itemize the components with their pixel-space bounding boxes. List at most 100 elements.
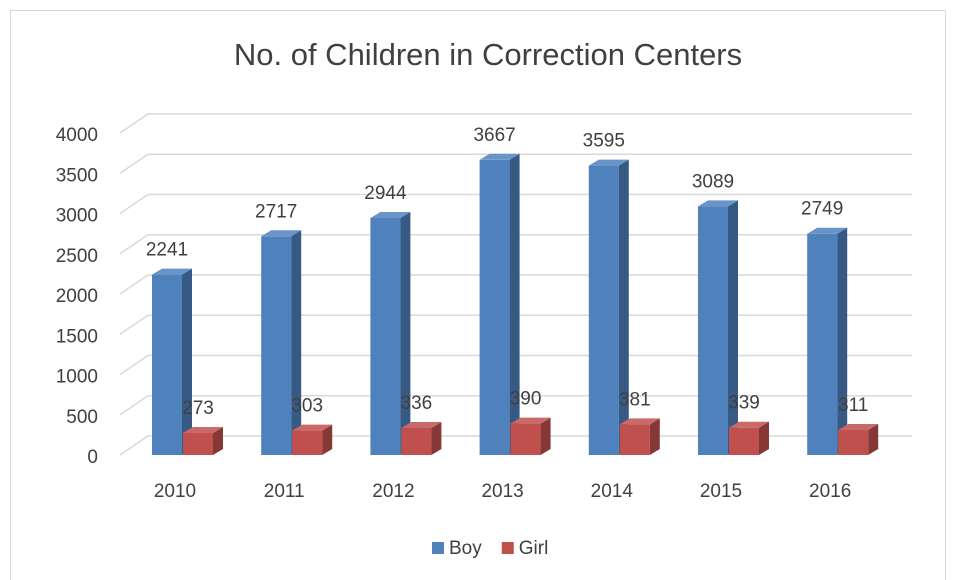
data-label: 2944 — [364, 183, 407, 204]
bar-front — [807, 233, 838, 455]
legend-label: Boy — [449, 538, 482, 559]
bar — [292, 424, 333, 455]
legend-swatch — [501, 542, 514, 554]
bar — [370, 212, 411, 455]
legend-label: Girl — [519, 538, 549, 559]
bar-top — [807, 227, 848, 234]
bar-side — [213, 427, 223, 455]
bar-side — [322, 424, 333, 455]
bar-top — [510, 417, 551, 424]
data-label: 303 — [291, 396, 323, 417]
grid-line — [119, 193, 912, 215]
bar-side — [649, 418, 660, 455]
data-label: 336 — [401, 393, 433, 414]
bar — [619, 418, 660, 455]
grid-line — [119, 395, 912, 416]
bar-front — [152, 274, 182, 455]
bar-top — [152, 268, 192, 275]
data-label: 2241 — [146, 240, 188, 261]
bar-side — [728, 200, 738, 455]
bar-top — [619, 418, 660, 425]
grid-line — [119, 113, 912, 134]
data-label: 339 — [728, 393, 760, 414]
x-tick-label: 2012 — [372, 481, 414, 502]
bar-top — [729, 421, 769, 428]
x-tick-label: 2011 — [264, 481, 305, 502]
bar-side — [540, 417, 551, 455]
x-tick-label: 2015 — [700, 481, 742, 502]
bar — [261, 230, 302, 455]
bar-front — [183, 433, 213, 455]
data-label: 381 — [619, 389, 651, 410]
chart-border — [10, 10, 946, 580]
bar — [510, 417, 551, 455]
grid-line — [119, 153, 912, 174]
data-label: 3089 — [692, 171, 734, 192]
bar-side — [618, 159, 629, 456]
grid-line — [119, 274, 912, 295]
data-label: 273 — [182, 398, 214, 419]
grid-line — [119, 234, 912, 255]
grid-line — [119, 354, 912, 376]
bar-top — [698, 200, 738, 207]
x-tick-label: 2014 — [591, 481, 634, 502]
bar-side — [837, 227, 848, 455]
bar — [152, 268, 192, 455]
bar-front — [292, 430, 323, 455]
y-tick-label: 3000 — [56, 206, 98, 227]
y-tick-label: 1000 — [56, 367, 98, 388]
grid-line — [119, 314, 912, 335]
bar-top — [292, 424, 333, 431]
bar-side — [868, 423, 879, 455]
bar-top — [370, 212, 411, 219]
y-tick-label: 4000 — [56, 125, 98, 146]
bar-front — [401, 427, 432, 455]
bar — [729, 421, 769, 455]
bar-front — [370, 218, 401, 455]
data-label: 2749 — [801, 199, 843, 220]
bar-side — [431, 421, 442, 455]
data-label: 2717 — [255, 201, 297, 222]
bar-top — [479, 153, 520, 160]
bar-top — [183, 427, 223, 434]
chart-title: No. of Children in Correction Centers — [234, 37, 742, 72]
bar — [698, 200, 738, 455]
bar-side — [182, 268, 192, 455]
bar — [479, 153, 520, 455]
data-label: 390 — [510, 389, 542, 410]
bar-top — [838, 423, 879, 430]
bar — [807, 227, 848, 455]
x-tick-label: 2013 — [481, 481, 523, 502]
bar-front — [510, 423, 541, 455]
data-label: 311 — [838, 395, 868, 416]
x-tick-label: 2016 — [809, 481, 851, 502]
y-tick-label: 3500 — [56, 165, 98, 186]
data-label: 3595 — [583, 131, 625, 152]
y-tick-label: 1500 — [56, 326, 98, 347]
bar-front — [261, 236, 292, 455]
bar-front — [838, 429, 869, 455]
bar — [183, 427, 223, 455]
bar-front — [619, 424, 650, 455]
bar-top — [261, 230, 302, 237]
bar-front — [479, 159, 510, 455]
bar-side — [759, 421, 769, 455]
bar-top — [588, 159, 629, 166]
legend-swatch — [432, 542, 444, 554]
data-label: 3667 — [473, 125, 515, 146]
y-tick-label: 0 — [87, 447, 98, 468]
bar-top — [401, 421, 442, 428]
y-tick-label: 2500 — [56, 246, 98, 267]
y-tick-label: 500 — [66, 407, 98, 428]
bar-front — [588, 165, 619, 456]
bar-side — [509, 153, 520, 455]
bar-side — [291, 230, 302, 455]
bar — [838, 423, 879, 455]
bar-side — [400, 212, 411, 455]
bar-front — [698, 206, 728, 455]
bar — [588, 159, 629, 456]
y-tick-label: 2000 — [56, 286, 98, 307]
bar — [401, 421, 442, 455]
bar-front — [729, 427, 759, 455]
